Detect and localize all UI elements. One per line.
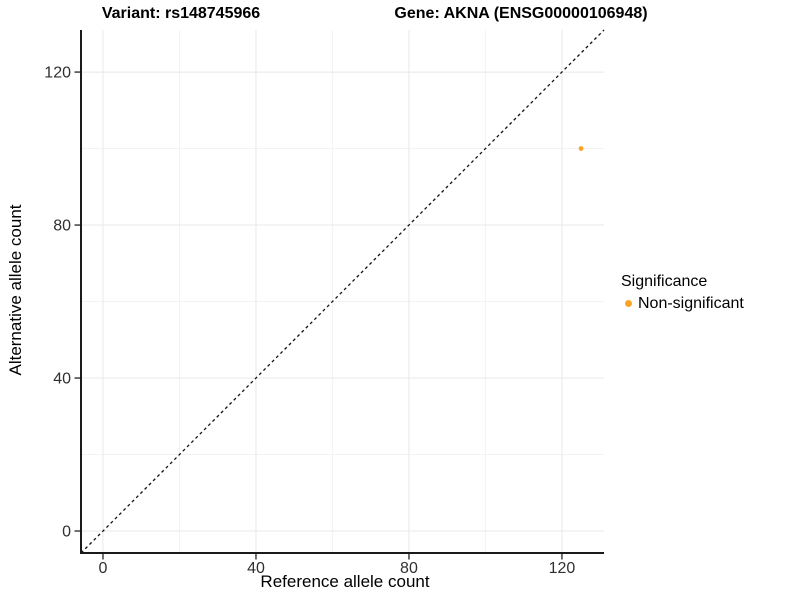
x-tick-label: 80 <box>400 560 418 577</box>
legend-entry: Non-significant <box>621 294 744 313</box>
y-tick-label: 120 <box>44 65 71 82</box>
x-axis-title: Reference allele count <box>260 572 430 591</box>
legend-point-swatch-icon <box>625 300 632 307</box>
legend: Significance Non-significant <box>621 272 744 313</box>
plot-title-gene: Gene: AKNA (ENSG00000106948) <box>394 5 648 22</box>
plot-title-variant: Variant: rs148745966 <box>101 5 261 22</box>
y-axis-title: Alternative allele count <box>6 204 25 376</box>
y-tick-label: 40 <box>53 371 71 388</box>
x-tick-label: 40 <box>247 560 265 577</box>
x-tick-label: 120 <box>549 560 576 577</box>
x-tick-label: 0 <box>99 560 108 577</box>
legend-title: Significance <box>621 273 708 290</box>
legend-entry-label: Non-significant <box>638 295 744 312</box>
y-tick-label: 0 <box>62 524 71 541</box>
y-tick-label: 80 <box>53 218 71 235</box>
identity-dashed-line <box>80 29 605 554</box>
data-point <box>578 146 584 151</box>
